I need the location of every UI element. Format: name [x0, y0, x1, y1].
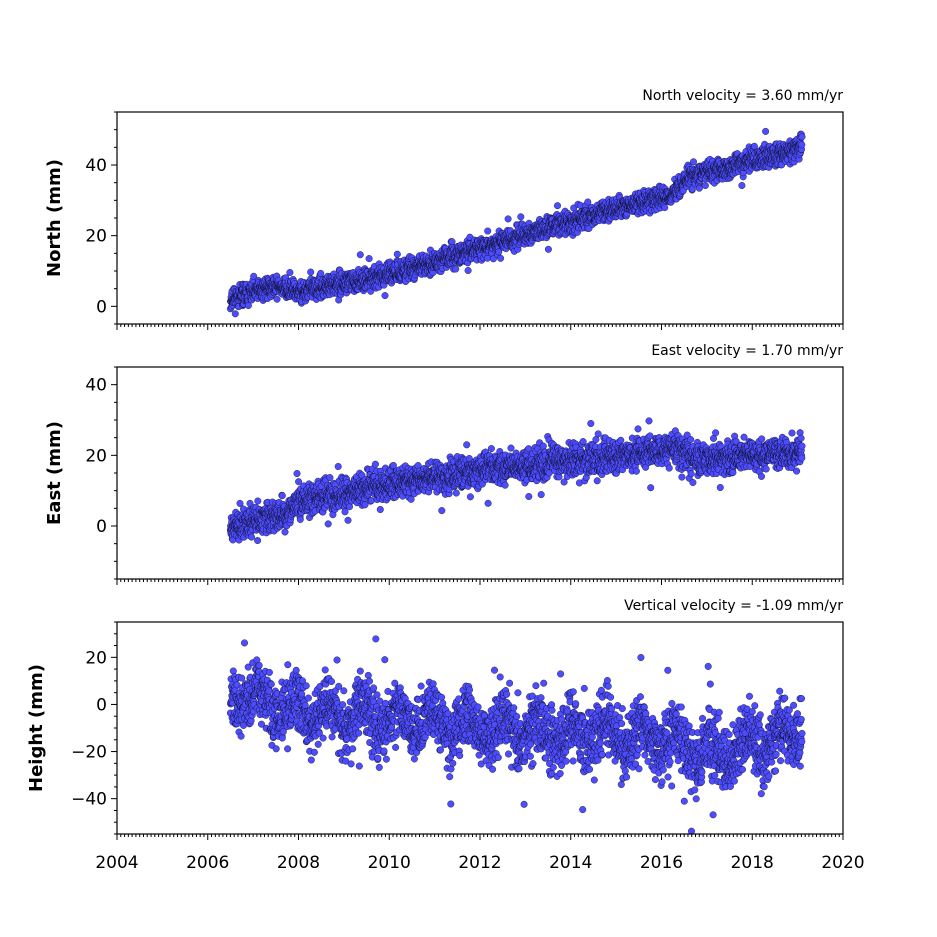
east-data-point: [501, 481, 509, 489]
east-data-point: [593, 477, 601, 485]
east-data-point: [463, 441, 471, 449]
east-data-point: [293, 470, 301, 477]
east-data-point: [324, 520, 332, 528]
north-data-point: [798, 133, 806, 141]
north-data-point: [381, 292, 389, 300]
north-data-point: [484, 227, 492, 235]
north-data-point: [798, 141, 806, 149]
east-data-point: [617, 436, 625, 444]
east-data-point: [254, 497, 262, 505]
east-velocity-title: East velocity = 1.70 mm/yr: [651, 343, 843, 359]
north-data-point: [286, 269, 294, 276]
north-data-point: [544, 245, 552, 253]
north-data-point: [762, 127, 770, 135]
north-data-point: [661, 204, 669, 212]
north-data-point: [464, 267, 472, 274]
east-data-point: [236, 499, 244, 507]
east-data-point: [334, 463, 342, 470]
north-y-tick-label: 20: [85, 227, 107, 247]
north-data-points: [226, 127, 806, 318]
north-data-point: [393, 250, 401, 258]
east-data-point: [371, 460, 379, 468]
north-y-axis-label: North (mm): [44, 159, 65, 277]
east-y-axis-label: East (mm): [44, 421, 65, 525]
east-data-point: [525, 493, 533, 500]
east-data-point: [537, 491, 545, 499]
north-data-point: [738, 182, 746, 189]
east-data-point: [281, 528, 289, 536]
east-data-point: [296, 515, 304, 523]
east-data-point: [484, 499, 492, 507]
east-data-point: [344, 516, 352, 524]
north-data-point: [448, 238, 456, 246]
east-data-point: [438, 507, 446, 515]
north-data-point: [317, 269, 325, 277]
north-data-point: [307, 268, 315, 276]
north-data-point: [365, 255, 373, 263]
east-data-point: [587, 420, 595, 427]
north-velocity-title: North velocity = 3.60 mm/yr: [642, 88, 843, 104]
east-data-point: [376, 506, 384, 513]
north-data-point: [497, 254, 505, 262]
north-data-point: [584, 198, 592, 206]
east-data-point: [594, 430, 602, 438]
north-data-point: [554, 202, 561, 210]
north-data-point: [690, 158, 697, 166]
east-data-point: [326, 474, 334, 482]
east-data-point: [452, 489, 460, 497]
north-y-tick-label: 0: [96, 297, 107, 317]
east-data-point: [341, 508, 349, 516]
north-data-point: [695, 184, 703, 192]
east-data-point: [254, 537, 262, 544]
north-data-point: [701, 182, 709, 189]
north-data-point: [273, 295, 281, 303]
east-data-point: [295, 478, 303, 486]
north-data-point: [356, 251, 364, 259]
east-data-point: [507, 444, 515, 452]
north-y-tick-label: 40: [85, 156, 107, 176]
north-data-point: [244, 302, 252, 309]
east-data-point: [248, 533, 255, 541]
north-data-point: [231, 310, 239, 318]
east-data-point: [539, 442, 547, 450]
north-data-point: [517, 213, 525, 221]
east-data-point: [466, 493, 474, 501]
north-panel: North velocity = 3.60 mm/yr North (mm) 0…: [44, 88, 844, 330]
east-data-point: [368, 497, 375, 505]
north-data-point: [452, 265, 460, 273]
east-data-point: [278, 492, 286, 500]
east-data-point: [579, 438, 587, 446]
east-data-point: [487, 445, 495, 453]
east-data-point: [346, 503, 353, 511]
north-data-point: [250, 272, 258, 280]
north-data-point: [504, 215, 512, 223]
